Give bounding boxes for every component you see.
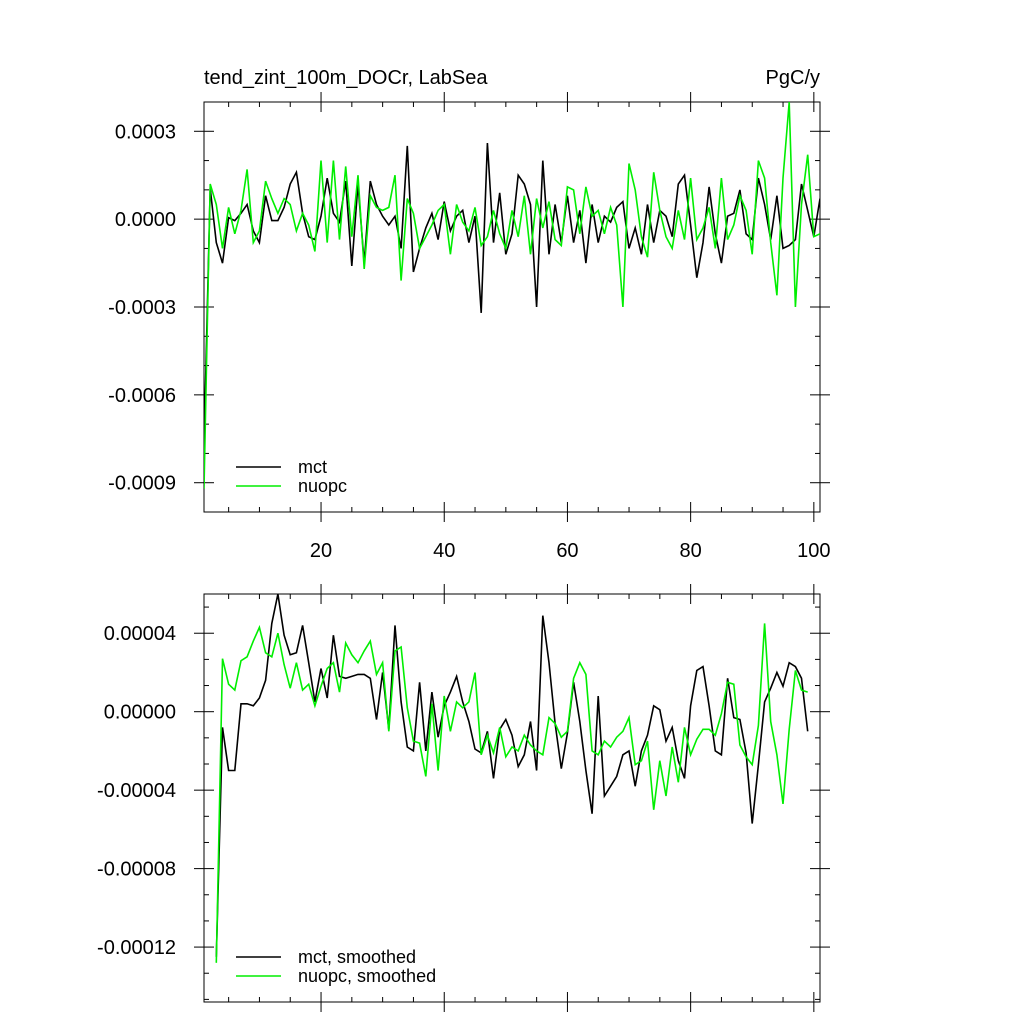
y-tick-label: -0.0006 <box>108 385 176 407</box>
x-tick-label: 20 <box>310 540 332 562</box>
y-tick-label: 0.00004 <box>104 623 176 645</box>
y-tick-label: -0.0003 <box>108 297 176 319</box>
y-tick-label: 0.0000 <box>115 209 176 231</box>
legend-label: mct <box>298 457 327 477</box>
units-label: PgC/y <box>766 67 820 89</box>
x-tick-label: 60 <box>556 540 578 562</box>
legend-label: nuopc <box>298 476 347 496</box>
x-tick-label: 40 <box>433 540 455 562</box>
series-line-nuopc-smoothed <box>215 623 808 963</box>
y-tick-label: 0.00000 <box>104 702 176 724</box>
y-tick-label: -0.00004 <box>97 780 176 802</box>
y-tick-label: -0.0009 <box>108 473 176 495</box>
y-tick-label: 0.0003 <box>115 121 176 143</box>
bottom-panel: 0.00004 0.00000 -0.00004 -0.00008 -0.00012 mc… <box>97 584 830 1012</box>
x-tick-label: 100 <box>797 540 830 562</box>
chart-title: tend_zint_100m_DOCr, LabSea <box>204 67 488 89</box>
y-tick-label: -0.00008 <box>97 859 176 881</box>
series-line-mct-smoothed <box>215 594 809 957</box>
legend-label: mct, smoothed <box>298 947 416 967</box>
series-line-nuopc <box>204 102 820 489</box>
series-line-mct <box>204 142 820 448</box>
plot-frame <box>203 593 821 1003</box>
y-tick-label: -0.00012 <box>97 937 176 959</box>
x-tick-label: 80 <box>680 540 702 562</box>
legend-label: nuopc, smoothed <box>298 966 436 986</box>
plot-frame <box>203 101 821 513</box>
top-panel: tend_zint_100m_DOCr, LabSea PgC/y 20 40 60… <box>108 67 830 562</box>
